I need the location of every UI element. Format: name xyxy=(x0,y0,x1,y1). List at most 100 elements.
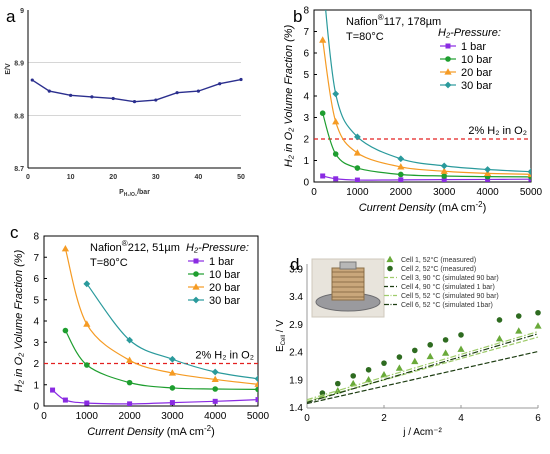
ytick-label-a: 8.7 xyxy=(14,166,24,173)
ytick-label-b: 1 xyxy=(303,156,309,167)
xtick-label-a: 0 xyxy=(26,174,30,181)
data-point-a xyxy=(175,91,179,95)
data-point-d-0 xyxy=(395,364,403,371)
data-point-b xyxy=(398,171,404,178)
series-line-b-1 xyxy=(322,113,531,178)
ylabel-b: H₂ in O₂ Volume Fraction (%) xyxy=(283,24,295,167)
ytick-label-d: 3.4 xyxy=(289,292,303,303)
ylabel-part-d: / V xyxy=(275,320,286,335)
ytick-label-b: 7 xyxy=(303,27,309,38)
ytick-label-a: 9 xyxy=(20,8,24,15)
data-point-c xyxy=(211,375,219,383)
legend-label-d: Cell 3, 90 °C (simulated 90 bar) xyxy=(401,274,499,282)
data-point-b xyxy=(332,151,339,157)
xtick-label-b: 1000 xyxy=(346,187,369,198)
title-part-b: ® xyxy=(378,13,384,22)
panel-label-c: c xyxy=(10,223,19,242)
photo-top xyxy=(339,261,357,270)
data-point-b xyxy=(397,163,405,170)
xtick-label-d: 6 xyxy=(535,413,541,424)
data-point-b xyxy=(527,170,531,177)
data-point-c xyxy=(211,368,219,376)
temperature-label-c: T=80°C xyxy=(90,257,128,269)
ylabel-d: ECell / V xyxy=(275,320,287,352)
data-point-a xyxy=(90,95,94,99)
data-point-b xyxy=(319,110,326,116)
xtick-label-b: 2000 xyxy=(390,187,413,198)
data-point-c xyxy=(84,400,90,406)
legend-marker-c xyxy=(192,296,200,304)
xlabel-sub-a: H₂/O₂ xyxy=(124,192,137,198)
title-part-c: Nafion xyxy=(90,242,122,254)
ytick-label-b: 8 xyxy=(303,6,309,17)
data-point-c xyxy=(254,375,258,383)
legend-title-b: H₂-Pressure: xyxy=(438,27,501,39)
data-point-a xyxy=(132,100,137,104)
legend-marker-b xyxy=(444,68,452,75)
legend-label-b: 1 bar xyxy=(461,41,486,53)
xlabel-unit-a: /bar xyxy=(137,189,150,196)
data-point-c xyxy=(84,362,90,368)
xtick-label-a: 20 xyxy=(109,174,117,181)
legend-label-c: 20 bar xyxy=(209,282,241,294)
data-point-b xyxy=(353,149,361,156)
data-point-c xyxy=(212,386,218,392)
data-point-b xyxy=(441,173,448,179)
xtick-label-a: 30 xyxy=(152,174,160,181)
data-point-c xyxy=(83,320,91,327)
panel-label-d: d xyxy=(290,255,299,274)
data-point-b xyxy=(397,155,405,163)
data-point-c xyxy=(62,397,68,403)
legend-marker-d xyxy=(386,255,394,263)
ytick-label-c: 4 xyxy=(33,317,39,328)
legend-label-c: 30 bar xyxy=(209,295,241,307)
data-point-d-1 xyxy=(458,332,464,338)
series-line-c-1 xyxy=(64,330,258,391)
title-part-c: 212, 51µm xyxy=(128,242,180,254)
data-point-b xyxy=(440,162,448,170)
ytick-label-c: 5 xyxy=(33,295,39,306)
xtick-label-c: 5000 xyxy=(247,411,270,422)
ytick-label-c: 3 xyxy=(33,338,39,349)
data-point-c xyxy=(50,387,56,393)
panel-label-b: b xyxy=(293,7,302,26)
xlabel-part-c: ) xyxy=(211,426,215,438)
data-point-d-0 xyxy=(349,379,357,387)
data-point-b xyxy=(354,133,361,141)
data-point-d-1 xyxy=(535,309,541,316)
data-point-d-1 xyxy=(396,354,403,360)
data-point-d-0 xyxy=(426,352,434,360)
data-point-d-1 xyxy=(335,380,341,387)
ytick-label-c: 8 xyxy=(33,232,39,243)
data-point-d-1 xyxy=(319,390,326,396)
title-part-b: 117, 178µm xyxy=(384,16,442,28)
xtick-label-b: 3000 xyxy=(433,187,456,198)
data-point-a xyxy=(111,96,115,101)
chart-c: 0 1 2 3 4 5 6 7 8 0 1000 2000 3000 4000 5000 2% H₂ in O… xyxy=(10,223,270,438)
legend-label-d: Cell 5, 52 °C (simulated 90 bar) xyxy=(401,292,499,300)
ytick-label-b: 2 xyxy=(303,135,309,146)
xtick-label-b: 5000 xyxy=(520,187,543,198)
photo-stack xyxy=(331,267,365,301)
data-point-d-1 xyxy=(381,360,387,366)
data-point-a xyxy=(69,93,73,97)
data-point-d-0 xyxy=(411,357,419,365)
ytick-label-d: 2.9 xyxy=(289,320,303,331)
data-point-c xyxy=(169,385,176,391)
legend-marker-b xyxy=(445,56,451,62)
xtick-label-c: 0 xyxy=(41,411,47,422)
xtick-label-c: 3000 xyxy=(161,411,184,422)
legend-marker-c xyxy=(193,271,199,277)
xtick-label-c: 1000 xyxy=(76,411,99,422)
series-line-b-2 xyxy=(322,40,531,175)
xtick-label-d: 2 xyxy=(381,413,387,424)
data-point-d-0 xyxy=(515,327,523,334)
electrolyzer-photo xyxy=(311,258,385,318)
legend-label-b: 10 bar xyxy=(461,54,493,66)
data-point-d-1 xyxy=(427,342,434,348)
ylabel-c: H₂ in O₂ Volume Fraction (%) xyxy=(13,249,25,392)
chart-d: 1.4 1.9 2.4 2.9 3.4 3.9 0 2 4 6 Cell 1, 52°C (meas… xyxy=(275,255,542,438)
legend-label-d: Cell 4, 90 °C (simulated 1 bar) xyxy=(401,283,495,291)
ytick-label-a: 8.8 xyxy=(14,113,24,120)
xlabel-part-c: -2 xyxy=(204,424,212,433)
